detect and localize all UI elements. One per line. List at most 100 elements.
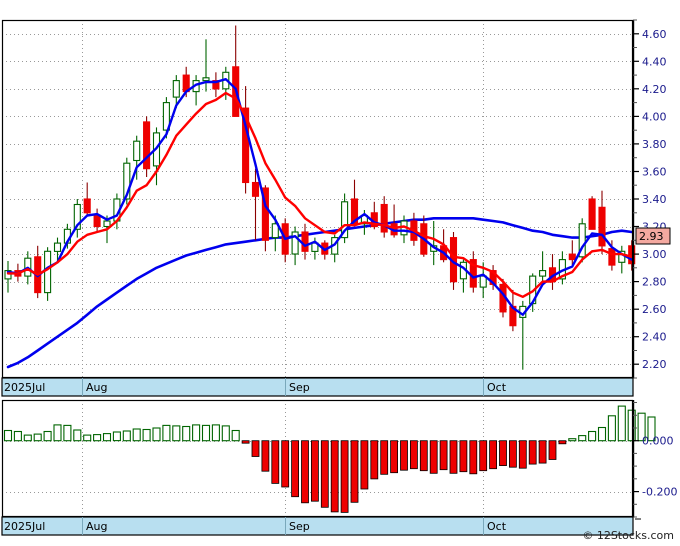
- macd-bar: [281, 440, 290, 488]
- candle-body: [44, 250, 52, 294]
- indicator-lines-front: [6, 78, 633, 316]
- price-tag-label: 2.93: [639, 230, 664, 243]
- candle: [350, 179, 359, 227]
- candle-body: [588, 198, 596, 230]
- macd-bar: [221, 425, 230, 442]
- price-tick-label: 3.80: [642, 138, 667, 151]
- macd-bar: [548, 440, 557, 460]
- candle-body: [202, 77, 210, 82]
- macd-bar: [162, 424, 171, 442]
- candle: [83, 182, 91, 216]
- candle-body: [291, 231, 299, 255]
- candle: [598, 190, 606, 255]
- price-axis-ticks: 4.604.404.204.003.803.603.403.203.002.80…: [633, 19, 667, 379]
- candle-body: [212, 80, 220, 90]
- price-tick-label: 2.60: [642, 303, 667, 316]
- candle: [73, 199, 81, 238]
- candle: [93, 208, 101, 232]
- candle-body: [172, 80, 180, 98]
- candle-body: [103, 220, 111, 228]
- macd-bar: [449, 440, 458, 474]
- macd-bar: [63, 424, 72, 442]
- candle: [578, 218, 586, 263]
- candle: [588, 196, 596, 230]
- date-band: [1, 377, 634, 397]
- macd-bar: [419, 440, 428, 472]
- date-label: 2025Jul: [4, 520, 45, 533]
- macd-bar: [320, 440, 329, 508]
- macd-bar: [251, 440, 260, 457]
- macd-bar: [122, 430, 131, 442]
- macd-bar: [211, 424, 220, 442]
- macd-bar: [330, 440, 339, 513]
- macd-bar: [360, 440, 369, 490]
- price-tag-box[interactable]: [635, 227, 671, 245]
- candle-body: [143, 121, 151, 170]
- macd-bar: [192, 424, 201, 442]
- macd-bar: [597, 426, 607, 442]
- candle: [568, 240, 576, 266]
- candle: [53, 237, 62, 263]
- macd-bar: [409, 440, 418, 470]
- candle-body: [261, 187, 269, 241]
- candle-body: [598, 206, 606, 247]
- macd-bar: [400, 440, 408, 471]
- candle-body: [568, 253, 576, 261]
- candle-body: [380, 203, 388, 233]
- macd-bar: [380, 440, 389, 475]
- macd-bar: [3, 429, 13, 442]
- macd-bar: [499, 440, 507, 467]
- macd-bar: [518, 440, 527, 469]
- candle: [4, 261, 12, 293]
- ema7-line: [6, 91, 633, 298]
- macd-bar: [350, 440, 359, 503]
- candle-body: [123, 162, 131, 200]
- macd-bar: [132, 428, 141, 442]
- date-label: Oct: [487, 381, 507, 394]
- macd-bar: [102, 433, 112, 442]
- macd-bar: [429, 440, 438, 474]
- macd-bar: [142, 428, 151, 442]
- date-label: Aug: [86, 381, 107, 394]
- ma3-line: [6, 78, 633, 316]
- indicator-lines: [6, 217, 633, 369]
- candle: [212, 72, 220, 98]
- macd-bar: [439, 440, 448, 471]
- macd-bar: [43, 430, 52, 442]
- macd-bar: [53, 424, 62, 442]
- candle-body: [83, 198, 91, 214]
- price-tick-label: 4.40: [642, 55, 667, 68]
- date-axis-bottom: 2025Jul Aug Sep Oct: [1, 516, 634, 536]
- macd-bar: [241, 440, 250, 444]
- price-tick-label: 4.60: [642, 28, 667, 41]
- current-price-tag[interactable]: 2.93: [635, 227, 671, 245]
- macd-bar: [33, 433, 42, 442]
- price-tick-label: 3.40: [642, 193, 667, 206]
- macd-bar: [607, 415, 616, 442]
- macd-bar: [617, 405, 626, 442]
- date-label: Sep: [289, 381, 310, 394]
- macd-bar: [578, 435, 587, 442]
- macd-bar: [291, 440, 300, 498]
- candle-body: [301, 231, 309, 252]
- macd-bar: [469, 440, 478, 475]
- macd-bar: [390, 440, 399, 474]
- candle: [44, 247, 52, 301]
- candle-body: [53, 242, 62, 252]
- macd-bar: [479, 440, 488, 472]
- candle-body: [133, 140, 141, 162]
- candle: [291, 226, 299, 266]
- candle-body: [608, 248, 616, 266]
- candle-body: [251, 181, 260, 197]
- price-tick-label: 3.60: [642, 166, 667, 179]
- candle: [143, 116, 151, 177]
- candle: [251, 168, 260, 241]
- price-tick-label: 4.00: [642, 110, 667, 123]
- macd-bar: [310, 440, 319, 502]
- macd-bar: [271, 440, 280, 484]
- macd-bar: [23, 434, 32, 442]
- date-label: Aug: [86, 520, 107, 533]
- macd-bar: [588, 430, 597, 442]
